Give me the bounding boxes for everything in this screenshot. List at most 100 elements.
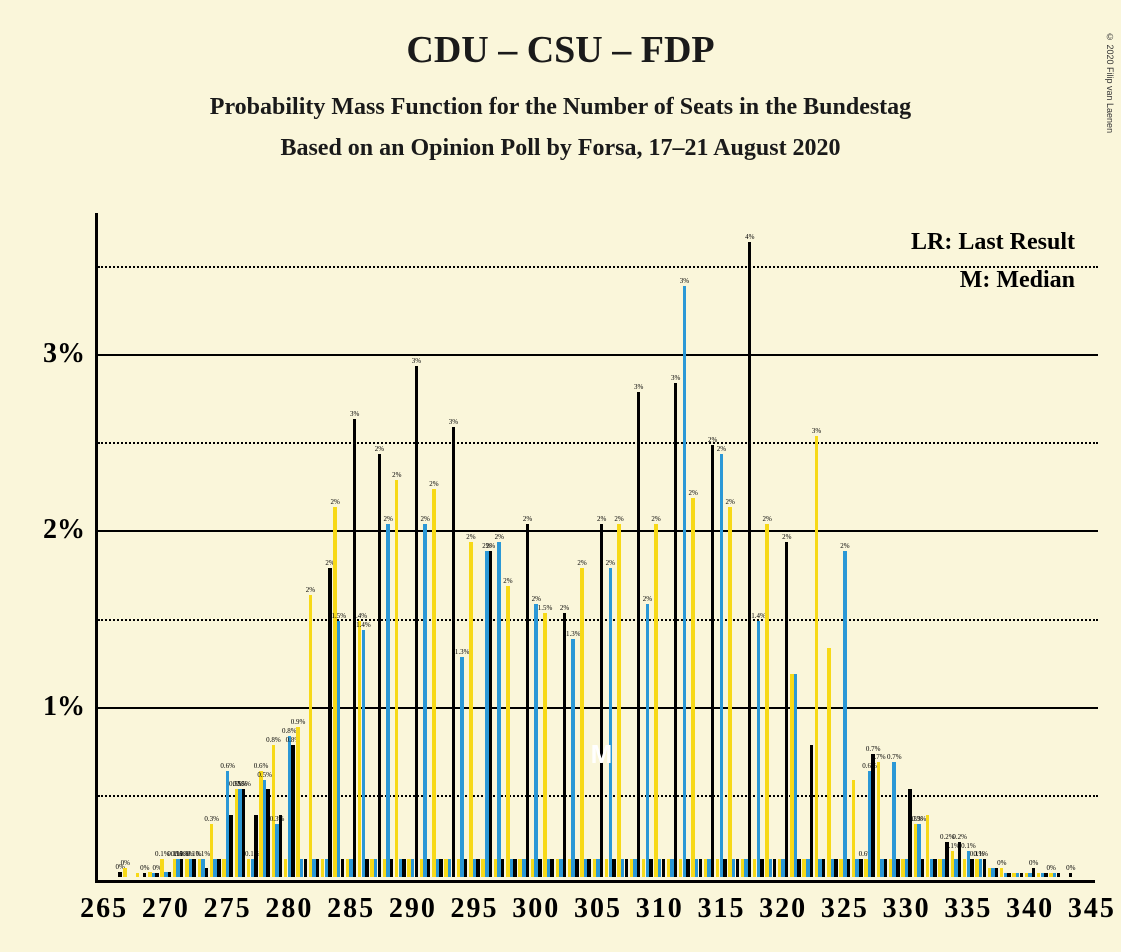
bar-series-2 — [686, 859, 689, 877]
chart-subtitle-2: Based on an Opinion Poll by Forsa, 17–21… — [0, 135, 1121, 162]
legend: LR: Last Result M: Median — [911, 223, 1075, 300]
bar-value-label: 1.3% — [455, 648, 470, 656]
bar-series-1 — [794, 674, 797, 877]
bar-series-2 — [612, 859, 615, 877]
bar-series-0 — [654, 524, 657, 877]
bar-series-2 — [217, 859, 220, 877]
bar-value-label: 1.3% — [566, 630, 581, 638]
bar-value-label: 3% — [449, 418, 458, 426]
chart-plot-area: LR: Last Result M: Median 1%2%3%26527027… — [95, 213, 1095, 883]
bar-series-2 — [797, 859, 800, 877]
bar-series-1 — [720, 454, 723, 877]
bar-series-2 — [365, 859, 368, 877]
bar-value-label: 2% — [606, 559, 615, 567]
bar-series-2 — [550, 859, 553, 877]
bar-series-2 — [538, 859, 541, 877]
bar-series-2 — [822, 859, 825, 877]
bar-series-2 — [884, 859, 887, 877]
bar-series-1 — [757, 621, 760, 877]
gridline-major — [98, 530, 1098, 532]
bar-value-label: 0.2% — [952, 833, 967, 841]
y-axis-tick-label: 1% — [25, 691, 85, 723]
bar-value-label: 2% — [782, 533, 791, 541]
bar-series-2 — [254, 815, 257, 877]
bar-series-1 — [534, 604, 537, 877]
bar-value-label: 1.5% — [538, 604, 553, 612]
bar-series-2 — [785, 542, 788, 877]
bar-series-2 — [304, 859, 307, 877]
bar-value-label: 2% — [503, 577, 512, 585]
bar-value-label: 2% — [840, 542, 849, 550]
bar-value-label: 0.7% — [887, 753, 902, 761]
bar-series-2 — [933, 859, 936, 877]
bar-series-2 — [266, 789, 269, 877]
x-axis-tick-label: 340 — [1006, 893, 1054, 925]
bar-value-label: 0.6% — [220, 762, 235, 770]
bar-series-2 — [378, 454, 381, 877]
bar-series-2 — [291, 745, 294, 877]
bar-series-2 — [834, 859, 837, 877]
bar-series-1 — [609, 568, 612, 877]
y-axis-tick-label: 2% — [25, 514, 85, 546]
bar-series-0 — [617, 524, 620, 877]
bar-series-2 — [760, 859, 763, 877]
bar-series-0 — [309, 595, 312, 877]
bar-series-2 — [1007, 873, 1010, 877]
bar-series-1 — [571, 639, 574, 877]
x-axis-tick-label: 320 — [759, 893, 807, 925]
bar-series-1 — [423, 524, 426, 877]
bar-series-2 — [587, 859, 590, 877]
bar-value-label: 3% — [634, 383, 643, 391]
bar-series-2 — [168, 872, 171, 877]
bar-value-label: 3% — [671, 374, 680, 382]
bar-series-2 — [229, 815, 232, 877]
bar-value-label: 2% — [763, 515, 772, 523]
bar-value-label: 2% — [532, 595, 541, 603]
x-axis-tick-label: 330 — [883, 893, 931, 925]
bar-series-1 — [683, 286, 686, 877]
bar-value-label: 2% — [614, 515, 623, 523]
bar-series-2 — [180, 859, 183, 877]
bar-series-0 — [432, 489, 435, 877]
gridline-minor — [98, 266, 1098, 268]
bar-series-2 — [192, 859, 195, 877]
x-axis-tick-label: 300 — [512, 893, 560, 925]
bar-series-2 — [625, 859, 628, 877]
bar-series-2 — [859, 859, 862, 877]
x-axis-tick-label: 325 — [821, 893, 869, 925]
bar-series-2 — [563, 613, 566, 877]
gridline-major — [98, 707, 1098, 709]
bar-series-2 — [649, 859, 652, 877]
bar-value-label: 3% — [680, 277, 689, 285]
bar-value-label: 1.4% — [356, 621, 371, 629]
bar-value-label: 3% — [412, 357, 421, 365]
bar-value-label: 0.5% — [236, 780, 251, 788]
bar-value-label: 0.1% — [196, 850, 211, 858]
bar-series-0 — [580, 568, 583, 877]
bar-value-label: 0.5% — [257, 771, 272, 779]
x-axis-tick-label: 335 — [944, 893, 992, 925]
bar-value-label: 2% — [577, 559, 586, 567]
bar-series-0 — [506, 586, 509, 877]
bar-series-2 — [711, 445, 714, 877]
bar-value-label: 0.9% — [291, 718, 306, 726]
bar-value-label: 3% — [350, 410, 359, 418]
bar-series-0 — [827, 648, 830, 877]
bar-series-2 — [118, 872, 121, 877]
bar-value-label: 0% — [121, 859, 130, 867]
gridline-major — [98, 354, 1098, 356]
bar-value-label: 1.4% — [751, 612, 766, 620]
bar-series-2 — [773, 859, 776, 877]
bar-value-label: 2% — [486, 542, 495, 550]
bar-series-2 — [390, 859, 393, 877]
bar-series-2 — [575, 859, 578, 877]
y-axis-tick-label: 3% — [25, 338, 85, 370]
bar-series-1 — [337, 621, 340, 877]
bar-value-label: 2% — [717, 445, 726, 453]
bar-value-label: 2% — [375, 445, 384, 453]
bar-value-label: 0.3% — [204, 815, 219, 823]
bar-value-label: 2% — [643, 595, 652, 603]
bar-series-2 — [600, 524, 603, 877]
bar-series-2 — [970, 859, 973, 877]
median-marker: M — [591, 739, 613, 770]
